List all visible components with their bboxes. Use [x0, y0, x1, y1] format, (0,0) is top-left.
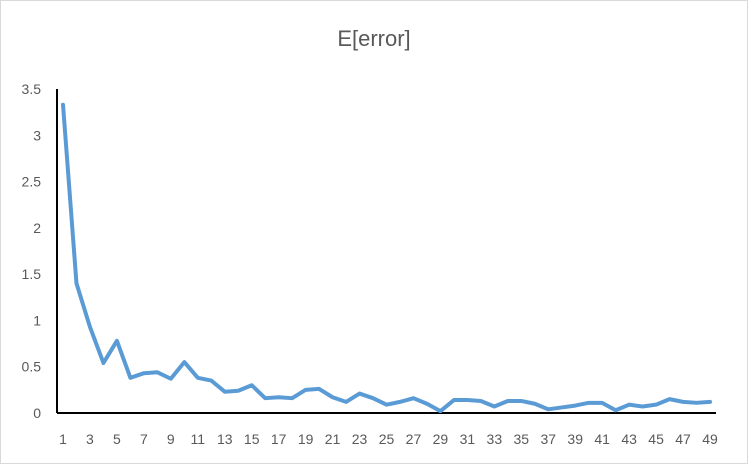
x-tick-label: 33 [487, 431, 503, 447]
x-tick-label: 15 [244, 431, 260, 447]
y-tick-label: 1.5 [22, 266, 42, 282]
x-tick-label: 29 [433, 431, 449, 447]
y-tick-label: 0.5 [22, 359, 42, 375]
x-tick-label: 41 [594, 431, 610, 447]
y-tick-label: 3.5 [22, 81, 42, 97]
series-group [61, 102, 712, 414]
x-tick-label: 31 [460, 431, 476, 447]
x-tick-label: 13 [217, 431, 233, 447]
y-axis-ticks: 0 0.5 1 1.5 2 2.5 3 3.5 [22, 81, 42, 421]
y-tick-label: 3 [33, 127, 41, 143]
x-tick-label: 27 [406, 431, 422, 447]
series-line [61, 102, 712, 414]
x-tick-label: 35 [514, 431, 530, 447]
x-tick-label: 11 [191, 431, 206, 447]
x-tick-label: 39 [567, 431, 583, 447]
x-tick-label: 47 [675, 431, 691, 447]
y-tick-label: 2.5 [22, 174, 42, 190]
x-tick-label: 25 [379, 431, 395, 447]
x-tick-label: 17 [271, 431, 287, 447]
y-tick-label: 0 [33, 405, 41, 421]
x-tick-label: 49 [702, 431, 718, 447]
x-tick-label: 21 [325, 431, 341, 447]
y-tick-label: 1 [33, 312, 41, 328]
x-tick-label: 5 [113, 431, 121, 447]
x-tick-label: 19 [298, 431, 314, 447]
x-tick-label: 1 [59, 431, 67, 447]
x-tick-label: 37 [540, 431, 556, 447]
x-tick-label: 3 [86, 431, 94, 447]
x-axis-ticks: 1 3 5 7 9 11 13 15 17 19 21 23 25 27 29 31 33 35 37 39 41 43 4… [59, 431, 718, 447]
x-tick-label: 9 [167, 431, 175, 447]
y-tick-label: 2 [33, 220, 41, 236]
x-tick-label: 45 [648, 431, 664, 447]
chart-title: E[error] [337, 26, 411, 51]
x-tick-label: 23 [352, 431, 368, 447]
x-tick-label: 43 [621, 431, 637, 447]
x-tick-label: 7 [140, 431, 148, 447]
